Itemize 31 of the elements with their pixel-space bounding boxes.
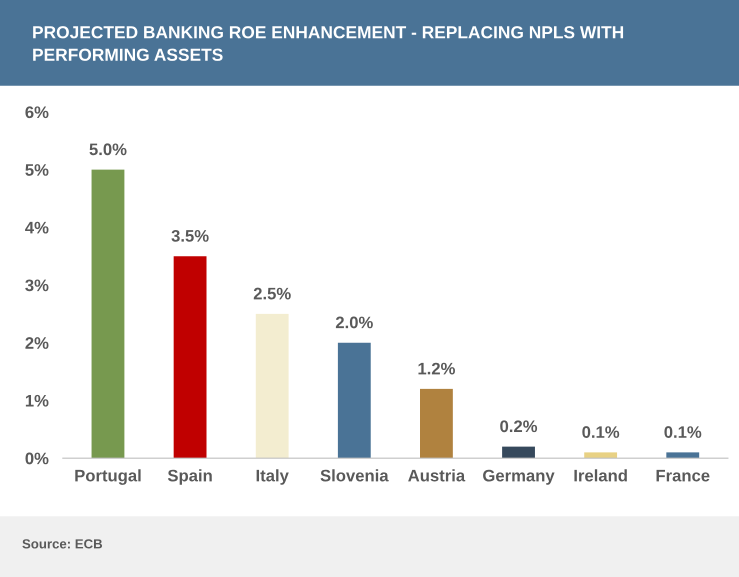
y-tick-label: 2% [25, 337, 48, 349]
x-tick-label: Germany [483, 470, 555, 485]
data-label: 0.2% [500, 420, 538, 432]
data-label: 2.5% [254, 288, 291, 300]
data-label: 3.5% [171, 230, 209, 242]
x-tick-label: Italy [256, 469, 289, 485]
data-label: 2.0% [336, 316, 373, 328]
data-label: 5.0% [89, 143, 127, 156]
x-tick-label: Spain [168, 469, 212, 485]
source-note: Source: ECB [22, 539, 102, 549]
bar [92, 170, 124, 458]
x-tick-label: Portugal [75, 469, 141, 485]
chart-title: PROJECTED BANKING ROE ENHANCEMENT - REPLACING NPLS WITH PERFORMING ASSETS [33, 26, 624, 61]
bar [502, 446, 535, 458]
x-tick-label: Ireland [574, 469, 627, 482]
x-tick-label: Slovenia [320, 469, 389, 482]
y-tick-label: 6% [25, 106, 48, 118]
data-label: 1.2% [418, 362, 455, 374]
bar [420, 388, 453, 458]
x-tick-label: France [656, 470, 710, 482]
y-tick-label: 4% [25, 222, 48, 234]
data-label: 0.1% [582, 426, 620, 438]
y-tick-label: 1% [26, 394, 48, 407]
bar [174, 256, 207, 458]
data-label: 0.1% [664, 426, 702, 438]
x-tick-label: Austria [408, 469, 466, 482]
y-tick-label: 5% [25, 164, 48, 176]
bar [338, 342, 371, 458]
y-tick-label: 3% [25, 279, 48, 292]
y-tick-label: 0% [25, 452, 48, 464]
bar [256, 314, 289, 458]
